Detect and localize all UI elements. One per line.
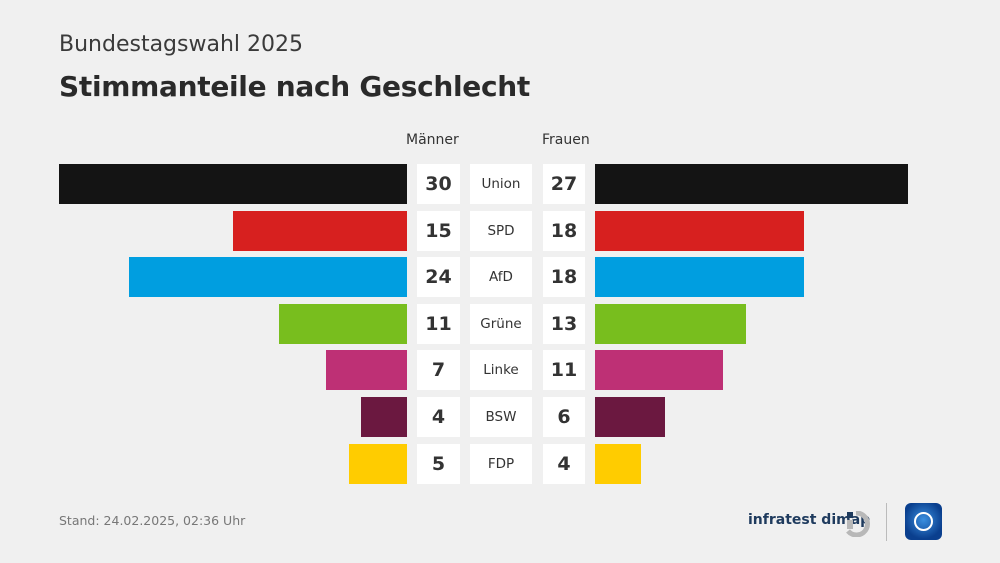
value-women: 6 (543, 397, 585, 437)
infratest-dimap-icon (846, 511, 870, 537)
value-women-label: 4 (557, 452, 571, 475)
value-women: 11 (543, 350, 585, 391)
value-women: 18 (543, 210, 585, 251)
series-label-men: Männer (406, 132, 459, 148)
divider (886, 503, 887, 541)
value-men: 7 (417, 350, 460, 391)
value-women-label: 13 (550, 312, 578, 335)
value-women: 13 (543, 303, 585, 344)
category-label: FDP (487, 455, 515, 472)
bar-men (360, 397, 407, 437)
chart-title: Stimmanteile nach Geschlecht (59, 70, 531, 103)
category-label: SPD (487, 222, 515, 239)
infratest-dimap-logo: infratest dimap (748, 512, 871, 528)
category-label: Union (481, 176, 521, 192)
category-label: BSW (485, 409, 517, 425)
value-women-label: 11 (550, 359, 578, 382)
value-men: 24 (417, 257, 460, 298)
bar-women (595, 303, 746, 344)
category-box: Union (470, 164, 532, 204)
bar-women (595, 257, 804, 298)
value-men: 11 (417, 303, 460, 344)
value-men-label: 30 (425, 173, 452, 195)
value-women: 4 (543, 443, 585, 484)
value-women: 27 (543, 164, 585, 204)
tagesschau-logo-icon (905, 503, 942, 540)
value-men-label: 15 (425, 219, 452, 242)
category-label: Linke (483, 362, 519, 379)
category-box: SPD (470, 210, 532, 251)
timestamp: Stand: 24.02.2025, 02:36 Uhr (59, 513, 246, 528)
series-label-women: Frauen (542, 132, 590, 148)
bar-women (595, 443, 642, 484)
category-box: FDP (470, 443, 532, 484)
value-men: 5 (417, 443, 460, 484)
category-label: Grüne (480, 315, 522, 332)
bar-women (595, 164, 909, 204)
value-women: 18 (543, 257, 585, 298)
value-men-label: 11 (425, 312, 452, 335)
category-box: BSW (470, 397, 532, 437)
bar-women (595, 397, 665, 437)
bar-women (595, 210, 804, 251)
category-box: Grüne (470, 303, 532, 344)
value-women-label: 6 (557, 406, 571, 428)
value-women-label: 18 (550, 266, 578, 289)
value-women-label: 27 (550, 173, 578, 195)
value-men: 4 (417, 397, 460, 437)
value-men: 15 (417, 210, 460, 251)
subtitle: Bundestagswahl 2025 (59, 32, 303, 57)
value-men-label: 5 (431, 452, 446, 475)
bar-men (279, 303, 407, 344)
value-men: 30 (417, 164, 460, 204)
bar-men (349, 443, 407, 484)
value-women-label: 18 (550, 219, 578, 242)
bar-men (233, 210, 407, 251)
value-men-label: 4 (431, 406, 446, 428)
category-box: Linke (470, 350, 532, 391)
value-men-label: 7 (431, 359, 446, 382)
bar-men (59, 164, 407, 204)
bar-women (595, 350, 723, 391)
bar-men (325, 350, 407, 391)
value-men-label: 24 (425, 266, 452, 289)
bar-men (128, 257, 407, 298)
category-box: AfD (470, 257, 532, 298)
category-label: AfD (489, 269, 513, 286)
